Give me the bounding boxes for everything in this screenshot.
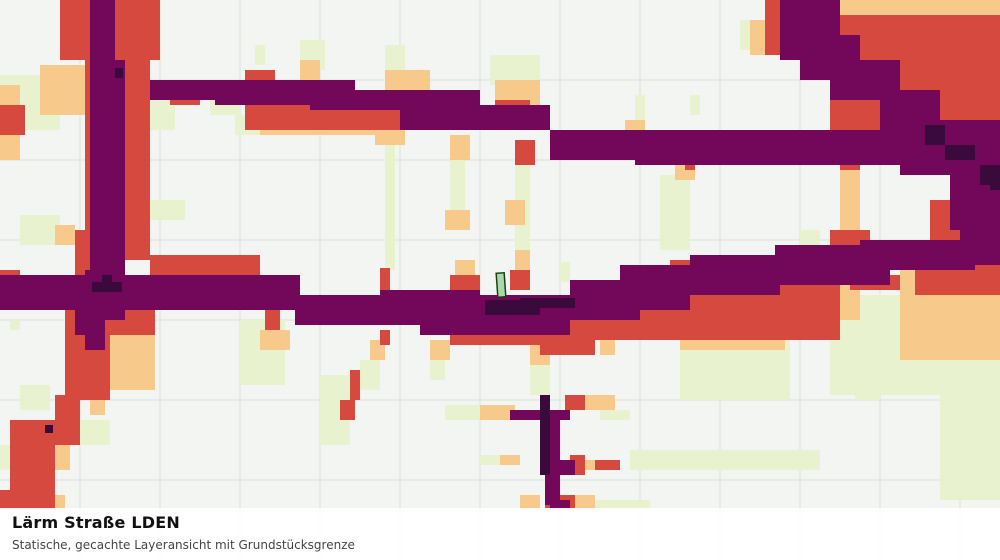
noise-class-4-areas <box>0 0 1000 510</box>
layer-title: Lärm Straße LDEN <box>12 513 180 532</box>
parcel-boundary[interactable] <box>495 271 507 299</box>
map-caption: Lärm Straße LDEN Statische, gecachte Lay… <box>0 508 1000 560</box>
noise-class-5-areas <box>45 68 1000 475</box>
layer-subtitle: Statische, gecachte Layeransicht mit Gru… <box>12 538 355 552</box>
